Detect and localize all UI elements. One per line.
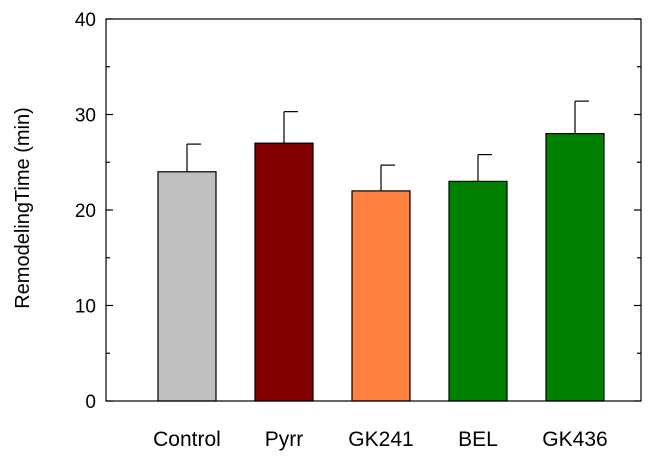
x-tick-labels: Control Pyrr GK241 BEL GK436 bbox=[153, 428, 608, 451]
y-tick-label: 20 bbox=[75, 201, 96, 222]
y-tick-label: 10 bbox=[75, 297, 96, 318]
y-tick-label: 0 bbox=[85, 392, 96, 413]
x-tick-label: BEL bbox=[458, 428, 498, 451]
x-tick-label: GK241 bbox=[348, 428, 413, 451]
y-axis-ticks bbox=[106, 18, 641, 402]
bar-gk241 bbox=[351, 190, 411, 402]
error-bars-group bbox=[186, 100, 589, 191]
y-tick-label: 30 bbox=[75, 106, 96, 127]
y-tick-labels: 0 10 20 30 40 bbox=[75, 10, 96, 413]
bar-pyrr bbox=[254, 142, 314, 402]
x-tick-label: GK436 bbox=[542, 428, 607, 451]
x-tick-label: Control bbox=[153, 428, 221, 451]
bar-bel bbox=[448, 180, 508, 402]
y-axis-label: RemodelingTime (min) bbox=[12, 107, 34, 309]
bar-gk436 bbox=[545, 133, 605, 402]
x-tick-label: Pyrr bbox=[265, 428, 304, 451]
bar-control bbox=[157, 171, 217, 402]
y-tick-label: 40 bbox=[75, 10, 96, 31]
